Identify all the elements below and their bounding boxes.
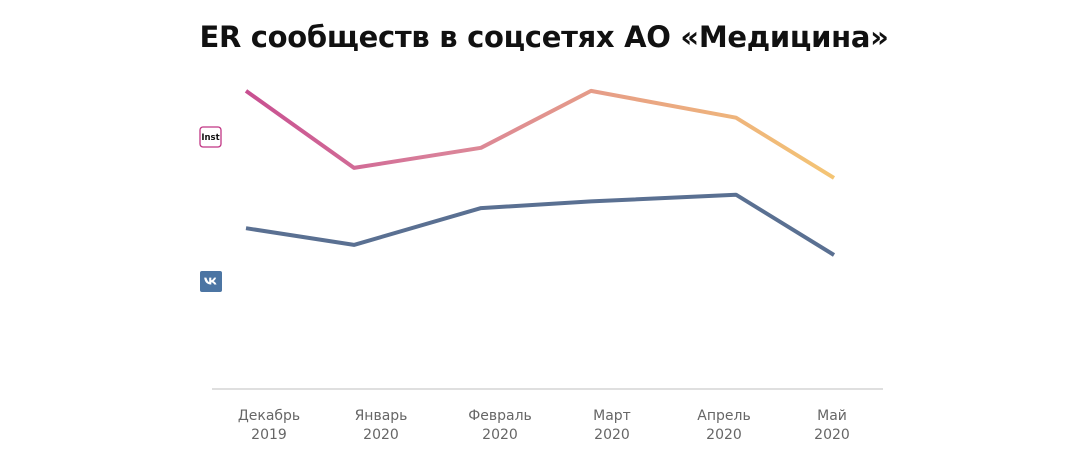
x-tick-label-year: 2020 <box>706 427 742 443</box>
x-tick-label-year: 2020 <box>594 427 630 443</box>
x-tick-label-month: Декабрь <box>238 408 300 424</box>
vk-icon <box>200 271 222 292</box>
x-tick-label-month: Февраль <box>468 408 532 424</box>
x-tick-label-year: 2020 <box>482 427 518 443</box>
instagram-icon: Inst <box>199 126 222 148</box>
x-tick-label-year: 2020 <box>363 427 399 443</box>
x-tick-labels: Декабрь 2019 Январь 2020 Февраль 2020 Март 2020… <box>238 408 850 443</box>
x-tick-label-month: Январь <box>355 408 408 424</box>
series-layer <box>244 88 836 257</box>
chart-title: ER сообществ в соцсетях АО «Медицина» <box>199 20 889 54</box>
x-tick-label-year: 2020 <box>814 427 850 443</box>
x-tick-label-month: Май <box>817 408 847 424</box>
x-tick-label-month: Апрель <box>697 408 750 424</box>
instagram-label: Inst <box>201 133 219 143</box>
x-tick-label-month: Март <box>593 408 631 424</box>
series-line-vk <box>245 192 836 257</box>
x-tick-label-year: 2019 <box>251 427 287 443</box>
series-line-instagram <box>244 88 836 180</box>
